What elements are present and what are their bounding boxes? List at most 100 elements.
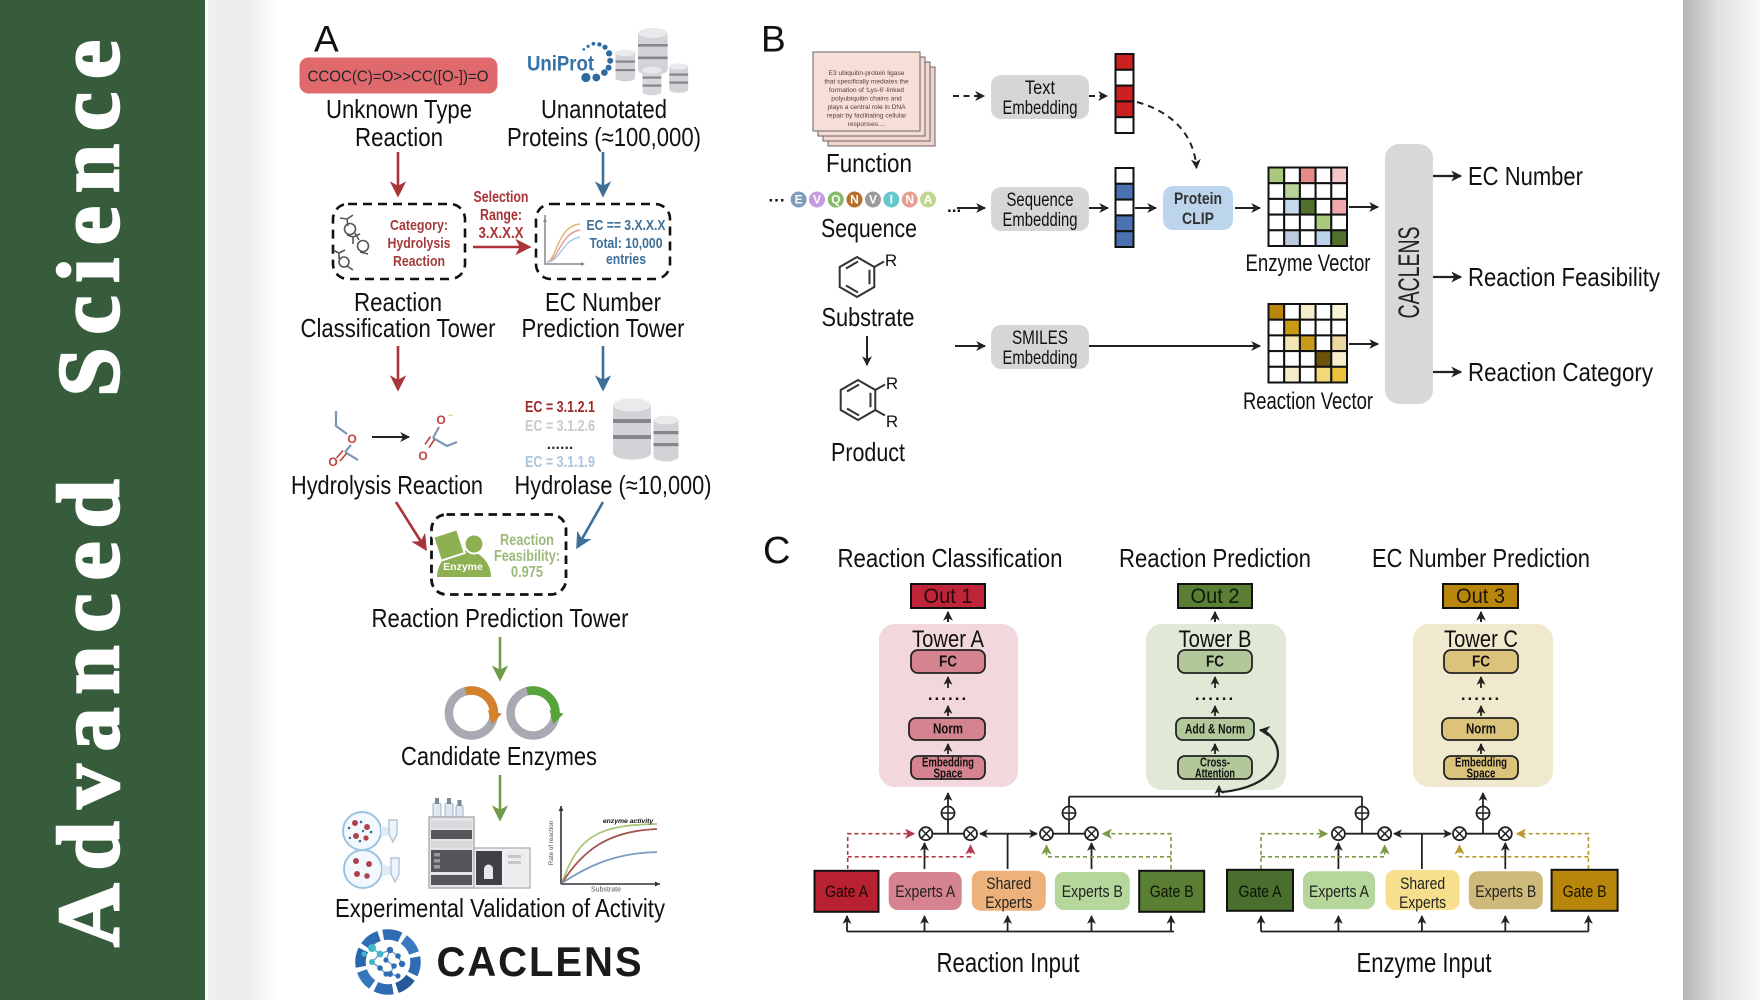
- svg-text:Gate A: Gate A: [825, 882, 869, 901]
- svg-text:I: I: [890, 193, 893, 207]
- svg-text:E3 ubiquitin-protein ligase: E3 ubiquitin-protein ligase: [829, 70, 905, 77]
- svg-text:R: R: [885, 251, 897, 270]
- svg-text:Enzyme Input: Enzyme Input: [1357, 947, 1492, 978]
- svg-text:Gate B: Gate B: [1563, 882, 1607, 901]
- svg-text:E: E: [795, 193, 803, 207]
- svg-text:EC = 3.1.1.9: EC = 3.1.1.9: [525, 454, 595, 471]
- svg-text:C: C: [763, 530, 790, 572]
- svg-text:Space: Space: [934, 767, 963, 781]
- svg-text:Feasibility:: Feasibility:: [494, 548, 560, 565]
- svg-text:enzyme activity: enzyme activity: [603, 818, 654, 825]
- svg-text:Q: Q: [831, 193, 840, 207]
- svg-text:Unannotated: Unannotated: [541, 94, 667, 124]
- svg-text:Embedding: Embedding: [1455, 756, 1507, 770]
- svg-text:UniProt: UniProt: [527, 53, 594, 76]
- svg-text:R: R: [886, 412, 898, 431]
- svg-text:Experts: Experts: [985, 893, 1032, 912]
- svg-text:N: N: [905, 193, 914, 207]
- svg-text:V: V: [813, 193, 821, 207]
- svg-text:O: O: [436, 413, 445, 427]
- svg-text:Experts A: Experts A: [895, 882, 956, 901]
- svg-text:CCOC(C)=O>>CC([O-])=O: CCOC(C)=O>>CC([O-])=O: [308, 69, 489, 86]
- svg-text:Shared: Shared: [1400, 874, 1445, 893]
- svg-text:Reaction: Reaction: [355, 122, 443, 152]
- svg-text:Embedding: Embedding: [1003, 348, 1078, 369]
- svg-text:Hydrolysis Reaction: Hydrolysis Reaction: [291, 470, 483, 500]
- svg-text:V: V: [869, 193, 877, 207]
- svg-text:Gate A: Gate A: [1239, 882, 1283, 901]
- svg-text:repair by facilitating cellula: repair by facilitating cellular: [827, 113, 907, 120]
- svg-text:Space: Space: [1467, 767, 1496, 781]
- svg-text:FC: FC: [1206, 654, 1224, 671]
- svg-text:Substrate: Substrate: [591, 887, 621, 894]
- svg-text:Experts B: Experts B: [1062, 882, 1123, 901]
- svg-text:Attention: Attention: [1195, 767, 1235, 781]
- svg-text:Selection: Selection: [474, 189, 529, 206]
- svg-text:EC == 3.X.X.X: EC == 3.X.X.X: [587, 217, 666, 234]
- svg-text:Hydrolase (≈10,000): Hydrolase (≈10,000): [515, 470, 712, 500]
- svg-text:that specifically mediates the: that specifically mediates the: [824, 79, 909, 86]
- svg-text:Reaction Category: Reaction Category: [1468, 357, 1653, 387]
- svg-text:Sequence: Sequence: [1007, 190, 1074, 211]
- svg-text:Reaction: Reaction: [393, 253, 445, 270]
- svg-text:R: R: [886, 374, 898, 393]
- svg-text:Product: Product: [831, 437, 906, 467]
- svg-text:Cross-: Cross-: [1200, 756, 1230, 770]
- svg-text:3.X.X.X: 3.X.X.X: [479, 225, 525, 242]
- svg-text:Reaction Classification: Reaction Classification: [838, 543, 1063, 573]
- svg-text:Reaction Prediction Tower: Reaction Prediction Tower: [372, 603, 629, 633]
- svg-text:O: O: [347, 432, 356, 446]
- svg-text:EC = 3.1.2.1: EC = 3.1.2.1: [525, 399, 595, 416]
- svg-text:Sequence: Sequence: [821, 213, 917, 243]
- svg-text:Candidate Enzymes: Candidate Enzymes: [401, 741, 597, 771]
- svg-text:Unknown Type: Unknown Type: [326, 94, 472, 124]
- svg-text:Tower C: Tower C: [1444, 626, 1518, 653]
- svg-text:polyubiquitin chains and: polyubiquitin chains and: [831, 96, 902, 103]
- svg-text:Reaction: Reaction: [354, 287, 442, 317]
- svg-text:Norm: Norm: [933, 721, 963, 738]
- svg-text:Experts: Experts: [1399, 893, 1446, 912]
- svg-text:Prediction Tower: Prediction Tower: [522, 313, 685, 343]
- svg-text:Embedding: Embedding: [922, 756, 974, 770]
- svg-text:Out 2: Out 2: [1191, 585, 1240, 608]
- svg-text:......: ......: [1461, 685, 1501, 704]
- svg-text:Embedding: Embedding: [1003, 98, 1078, 119]
- svg-text:Text: Text: [1025, 78, 1056, 99]
- svg-text:Tower B: Tower B: [1179, 626, 1252, 653]
- svg-text:CACLENS: CACLENS: [437, 938, 644, 985]
- svg-text:CACLENS: CACLENS: [1393, 227, 1426, 319]
- svg-text:Experts A: Experts A: [1309, 882, 1370, 901]
- svg-text:Reaction: Reaction: [500, 532, 554, 549]
- svg-text:Enzyme: Enzyme: [443, 561, 483, 573]
- svg-text:Category:: Category:: [390, 217, 448, 234]
- svg-text:Reaction Feasibility: Reaction Feasibility: [1468, 262, 1660, 292]
- svg-text:...: ...: [947, 197, 961, 216]
- svg-text:Gate B: Gate B: [1150, 882, 1194, 901]
- svg-text:......: ......: [547, 436, 574, 453]
- svg-text:Range:: Range:: [480, 207, 522, 224]
- svg-text:Function: Function: [826, 148, 912, 178]
- svg-text:Out 3: Out 3: [1456, 585, 1505, 608]
- svg-text:EC Number Prediction: EC Number Prediction: [1372, 543, 1590, 573]
- svg-text:FC: FC: [1472, 654, 1490, 671]
- svg-text:Add & Norm: Add & Norm: [1185, 722, 1245, 737]
- svg-text:Embedding: Embedding: [1003, 210, 1078, 231]
- svg-text:formation of ‘Lys-6’-linked: formation of ‘Lys-6’-linked: [829, 87, 904, 94]
- svg-text:EC = 3.1.2.6: EC = 3.1.2.6: [525, 418, 595, 435]
- svg-text:Protein: Protein: [1174, 189, 1222, 208]
- svg-text:Reaction Prediction: Reaction Prediction: [1119, 543, 1311, 573]
- svg-text:Reaction Input: Reaction Input: [937, 947, 1080, 978]
- svg-text:Out 1: Out 1: [924, 585, 973, 608]
- svg-text:SMILES: SMILES: [1012, 328, 1068, 349]
- svg-text:Norm: Norm: [1466, 721, 1496, 738]
- svg-text:entries: entries: [606, 251, 646, 268]
- svg-text:EC Number: EC Number: [1468, 161, 1583, 191]
- svg-text:Reaction Vector: Reaction Vector: [1243, 388, 1373, 415]
- svg-text:Substrate: Substrate: [822, 302, 915, 332]
- svg-text:Experimental Validation of Act: Experimental Validation of Activity: [335, 893, 665, 923]
- svg-text:responses....: responses....: [848, 121, 886, 128]
- svg-text:CLIP: CLIP: [1182, 209, 1214, 228]
- svg-text:N: N: [850, 193, 859, 207]
- svg-text:A: A: [924, 193, 933, 207]
- svg-text:−: −: [448, 410, 453, 420]
